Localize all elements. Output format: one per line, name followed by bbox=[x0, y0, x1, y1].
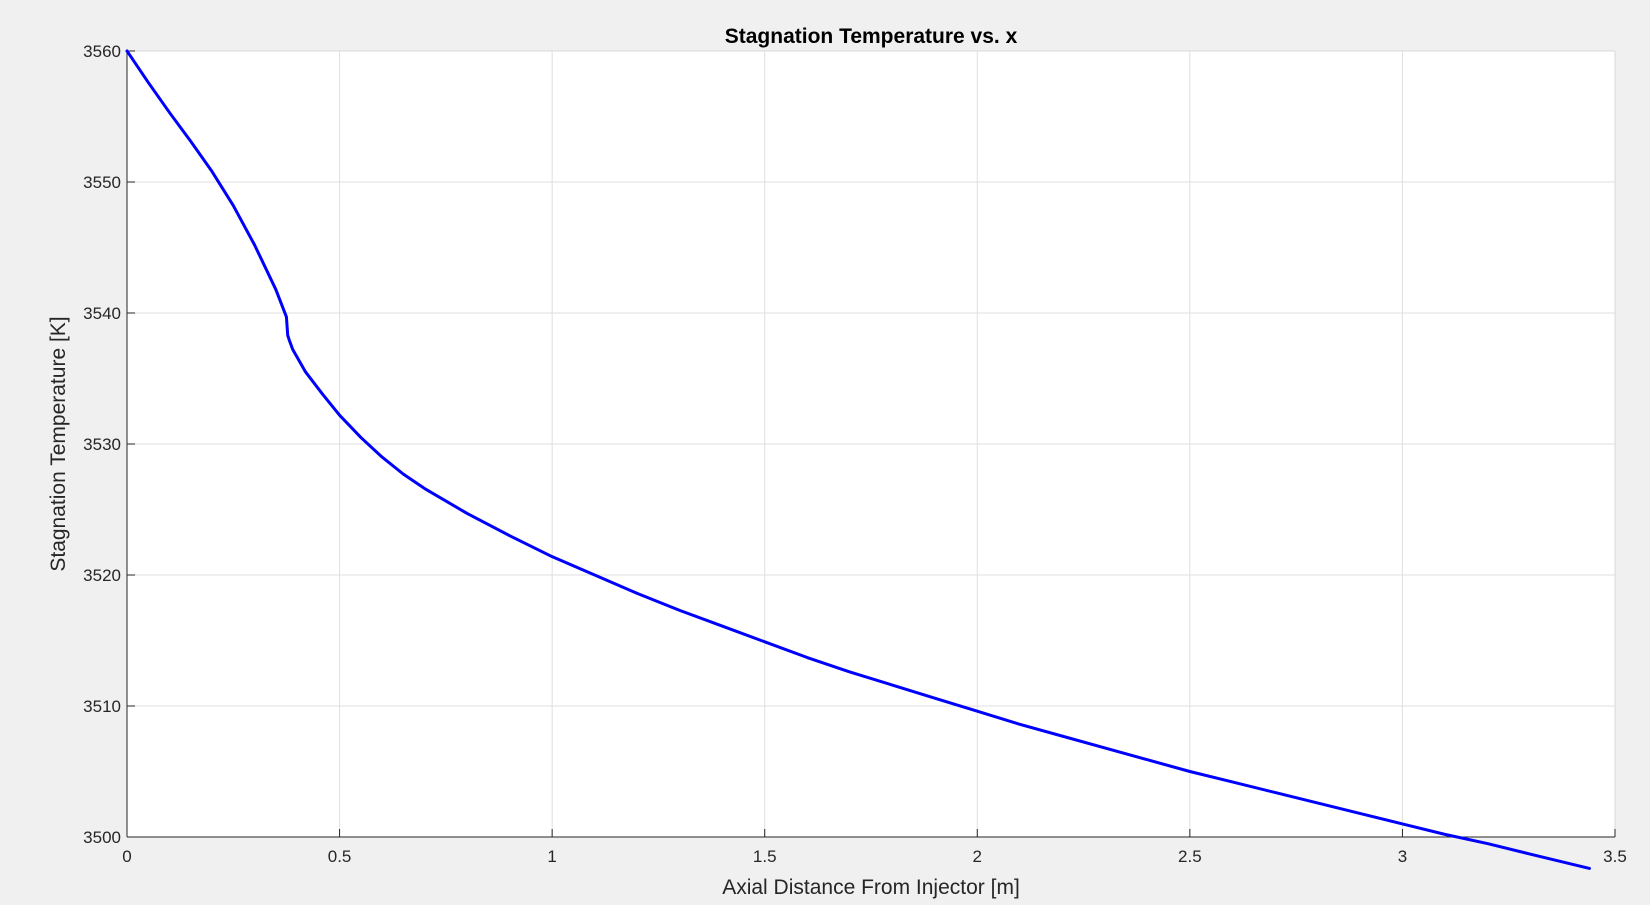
x-tick-label: 2 bbox=[973, 847, 982, 866]
x-tick-label: 3.5 bbox=[1603, 847, 1627, 866]
y-tick-label: 3500 bbox=[83, 828, 121, 847]
y-axis-label: Stagnation Temperature [K] bbox=[47, 316, 70, 571]
x-tick-label: 3 bbox=[1398, 847, 1407, 866]
x-tick-label: 1 bbox=[547, 847, 556, 866]
y-tick-label: 3540 bbox=[83, 304, 121, 323]
series-line bbox=[125, 49, 1591, 870]
x-tick-label: 0 bbox=[122, 847, 131, 866]
y-tick-label: 3510 bbox=[83, 697, 121, 716]
y-tick-label: 3530 bbox=[83, 435, 121, 454]
ticks: 0 0.5 1 1.5 2 2.5 3 3.5 3500 3510 3520 3530 3540 3550… bbox=[83, 42, 1627, 866]
y-tick-label: 3560 bbox=[83, 42, 121, 61]
x-axis-label: Axial Distance From Injector [m] bbox=[722, 876, 1020, 899]
x-tick-label: 2.5 bbox=[1178, 847, 1202, 866]
x-tick-label: 0.5 bbox=[328, 847, 352, 866]
x-tick-label: 1.5 bbox=[753, 847, 777, 866]
y-tick-label: 3520 bbox=[83, 566, 121, 585]
y-tick-label: 3550 bbox=[83, 173, 121, 192]
series bbox=[125, 49, 1591, 870]
chart-title: Stagnation Temperature vs. x bbox=[725, 25, 1018, 48]
